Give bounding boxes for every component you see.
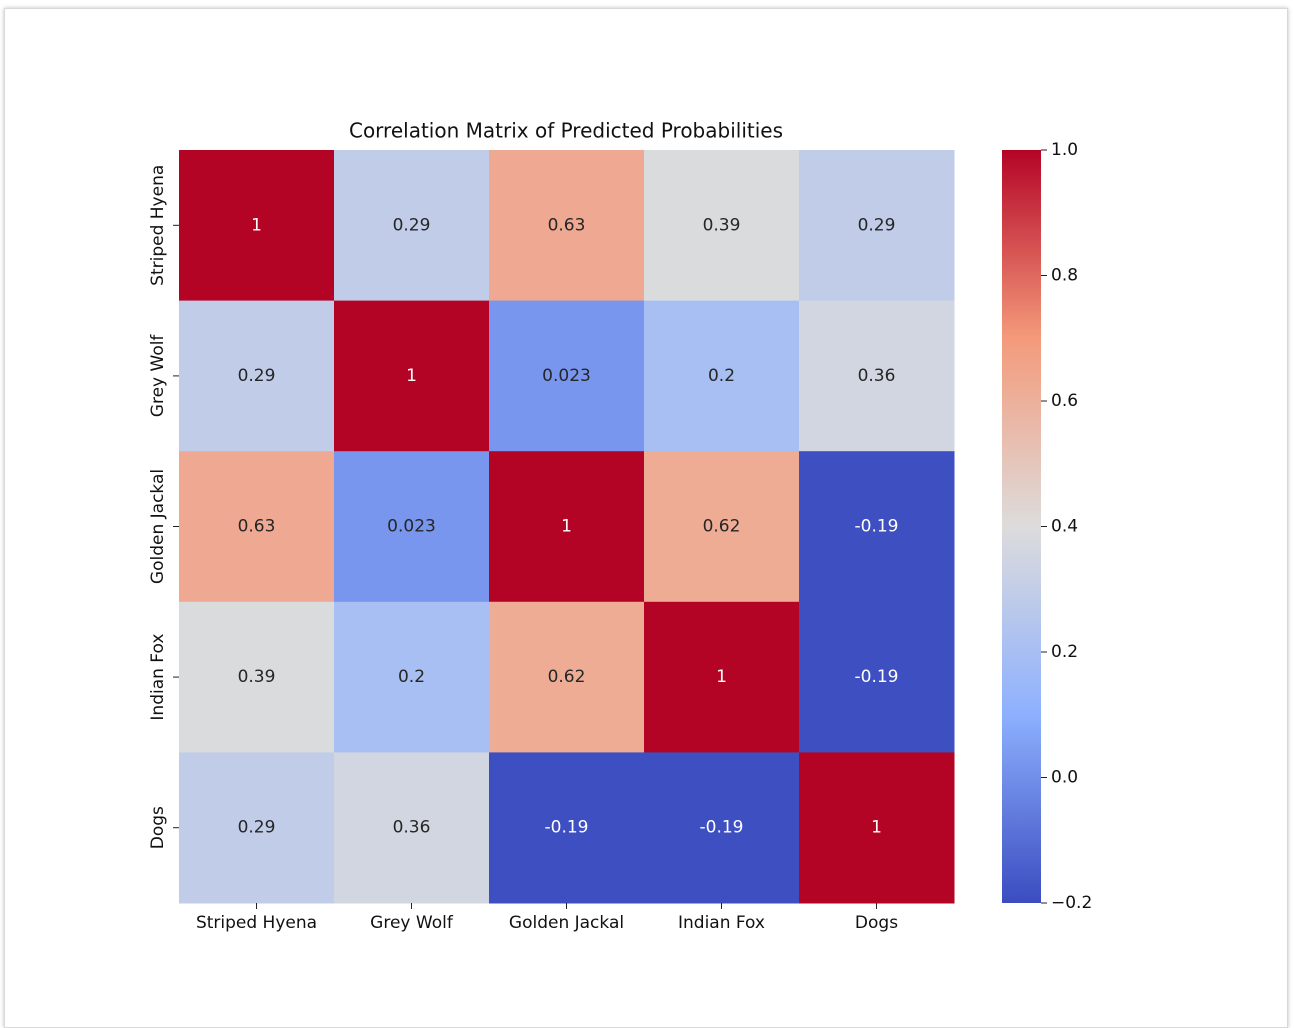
cell-label: 0.39 — [238, 667, 276, 687]
cell — [179, 150, 335, 302]
cell-label: 1 — [406, 366, 417, 386]
cell — [489, 300, 645, 452]
cell-label: 0.29 — [238, 818, 276, 838]
cell-label: 1 — [251, 215, 262, 235]
cell — [179, 451, 335, 603]
x-tick-label: Dogs — [855, 913, 898, 933]
cell — [334, 752, 490, 904]
cell-label: 0.2 — [708, 366, 735, 386]
cell — [489, 451, 645, 603]
cell — [179, 752, 335, 904]
cell-label: 0.39 — [703, 215, 741, 235]
cell — [799, 752, 955, 904]
cell — [334, 300, 490, 452]
cell — [179, 300, 335, 452]
cell — [799, 150, 955, 302]
colorbar — [1002, 150, 1041, 903]
cell-label: -0.19 — [700, 818, 744, 838]
cell — [179, 601, 335, 753]
cell-label: 0.29 — [393, 215, 431, 235]
cell — [334, 150, 490, 302]
cell-label: 1 — [561, 517, 572, 537]
y-tick-label: Golden Jackal — [148, 469, 168, 584]
colorbar-tick-label: 0.4 — [1051, 517, 1078, 537]
cell — [489, 601, 645, 753]
cell-label: 0.62 — [703, 517, 741, 537]
cell — [489, 752, 645, 904]
cell — [644, 752, 800, 904]
colorbar-tick-label: 0.0 — [1051, 768, 1078, 788]
cell-label: 0.023 — [542, 366, 591, 386]
cell-label: 1 — [871, 818, 882, 838]
cell-label: 0.63 — [238, 517, 276, 537]
cell-label: -0.19 — [545, 818, 589, 838]
cell — [644, 451, 800, 603]
cell-label: 0.36 — [858, 366, 896, 386]
colorbar-tick-label: 0.6 — [1051, 391, 1078, 411]
cell — [799, 451, 955, 603]
x-tick-label: Grey Wolf — [370, 913, 454, 933]
cell-label: 0.29 — [858, 215, 896, 235]
cell-label: -0.19 — [855, 667, 899, 687]
y-tick-label: Indian Fox — [148, 634, 168, 721]
cell-label: 0.29 — [238, 366, 276, 386]
cell-label: 0.023 — [387, 517, 436, 537]
cell-label: 1 — [716, 667, 727, 687]
chart-title: Correlation Matrix of Predicted Probabil… — [349, 119, 783, 143]
cell — [644, 300, 800, 452]
cell-label: 0.36 — [393, 818, 431, 838]
cell-label: -0.19 — [855, 517, 899, 537]
cell — [799, 300, 955, 452]
cell — [799, 601, 955, 753]
y-tick-label: Grey Wolf — [148, 334, 168, 418]
cell — [644, 150, 800, 302]
colorbar-tick-label: 0.8 — [1051, 266, 1078, 286]
cell — [334, 451, 490, 603]
cell — [489, 150, 645, 302]
cell-label: 0.2 — [398, 667, 425, 687]
cell-label: 0.63 — [548, 215, 586, 235]
cell — [334, 601, 490, 753]
colorbar-tick-label: −0.2 — [1051, 893, 1092, 913]
colorbar-tick-label: 1.0 — [1051, 140, 1078, 160]
y-tick-label: Striped Hyena — [148, 165, 168, 286]
x-tick-label: Striped Hyena — [196, 913, 317, 933]
cell-label: 0.62 — [548, 667, 586, 687]
x-tick-label: Indian Fox — [678, 913, 765, 933]
x-tick-label: Golden Jackal — [509, 913, 624, 933]
y-tick-label: Dogs — [148, 806, 168, 849]
cell — [644, 601, 800, 753]
colorbar-tick-label: 0.2 — [1051, 642, 1078, 662]
